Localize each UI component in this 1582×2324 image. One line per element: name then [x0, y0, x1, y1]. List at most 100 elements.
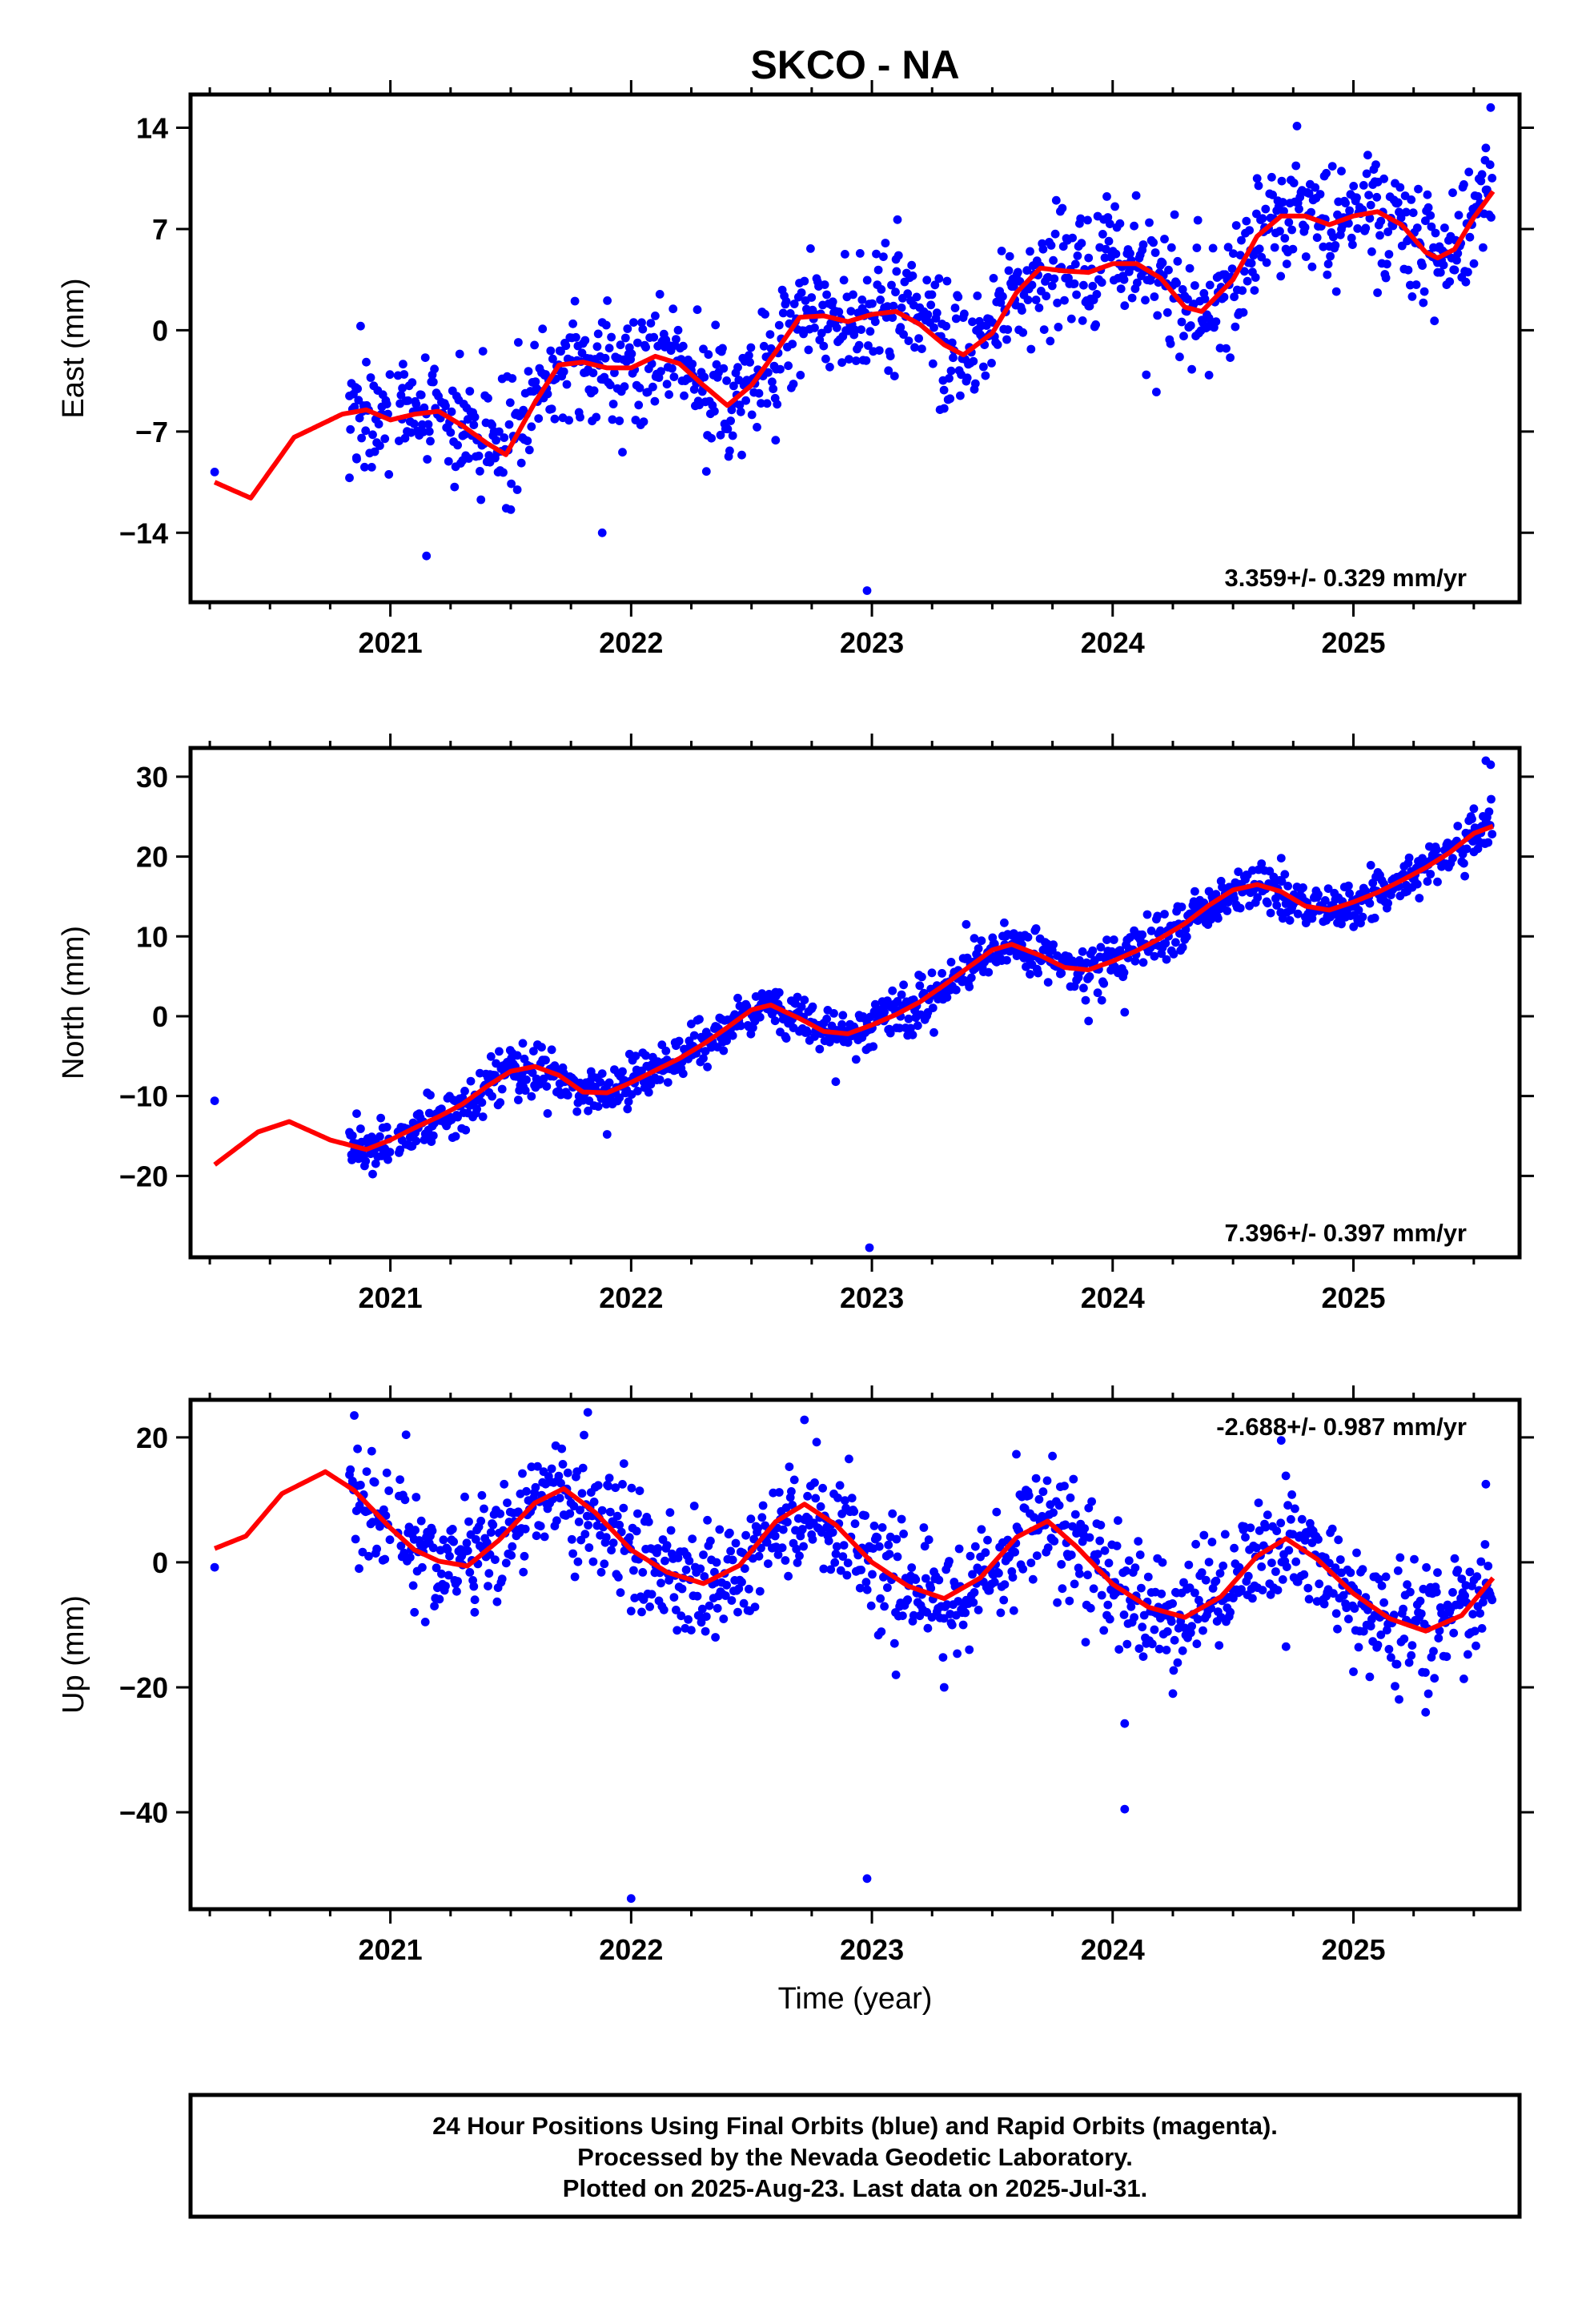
- up-data-point: [1191, 1539, 1200, 1549]
- up-data-point: [615, 1520, 624, 1530]
- east-data-point: [1227, 264, 1237, 273]
- east-data-point: [669, 372, 679, 381]
- north-data-point: [376, 1113, 385, 1123]
- north-data-point: [1182, 932, 1191, 942]
- up-data-point: [1272, 1526, 1282, 1536]
- north-data-point: [1078, 947, 1087, 956]
- north-data-point: [674, 1036, 684, 1046]
- east-data-point: [857, 325, 865, 334]
- east-data-point: [398, 384, 407, 393]
- east-data-point: [1026, 247, 1034, 256]
- east-data-point: [1359, 181, 1368, 190]
- north-data-point: [1153, 911, 1162, 921]
- east-data-point: [1138, 240, 1148, 249]
- north-y-tick-label: 20: [136, 841, 168, 874]
- east-data-point: [444, 456, 453, 466]
- north-plot-area: [210, 756, 1497, 1252]
- north-data-point: [962, 919, 971, 929]
- east-y-tick-label: 14: [136, 112, 168, 145]
- up-data-point: [924, 1535, 934, 1545]
- east-data-point: [712, 360, 721, 369]
- east-data-point: [1179, 332, 1188, 341]
- east-data-point: [1353, 224, 1363, 233]
- north-data-point: [897, 990, 906, 999]
- up-data-point: [673, 1626, 682, 1635]
- north-data-point: [1084, 1016, 1094, 1026]
- east-data-point: [757, 399, 765, 408]
- up-data-point: [1219, 1561, 1228, 1570]
- up-data-point: [624, 1533, 634, 1542]
- north-data-point: [1383, 899, 1392, 908]
- east-data-point: [854, 340, 864, 350]
- north-data-point: [210, 1096, 219, 1105]
- north-data-point: [895, 1023, 904, 1033]
- east-data-point: [1183, 295, 1192, 304]
- up-data-point: [712, 1558, 721, 1567]
- up-data-point: [584, 1543, 594, 1552]
- east-data-point: [592, 412, 601, 422]
- east-data-point: [693, 305, 702, 315]
- up-data-point: [1334, 1535, 1343, 1545]
- east-data-point: [1431, 228, 1440, 238]
- up-y-tick-label: 0: [152, 1546, 168, 1579]
- east-data-point: [556, 347, 565, 356]
- east-data-point: [1349, 182, 1359, 191]
- up-data-point: [405, 1553, 415, 1562]
- north-data-point: [838, 1011, 848, 1020]
- east-data-point: [604, 344, 614, 353]
- east-data-point: [420, 353, 430, 362]
- up-data-point: [476, 1516, 486, 1526]
- up-data-point: [626, 1606, 636, 1616]
- north-data-point: [1119, 968, 1129, 977]
- up-data-point: [842, 1570, 852, 1580]
- east-data-point: [1068, 233, 1077, 243]
- north-data-point: [1049, 940, 1058, 949]
- east-data-point: [1284, 218, 1294, 227]
- up-data-point: [927, 1613, 937, 1622]
- east-data-point: [945, 374, 954, 383]
- east-data-point: [1411, 280, 1421, 289]
- north-data-point: [966, 973, 976, 983]
- up-data-point: [877, 1523, 887, 1532]
- east-data-point: [917, 344, 926, 353]
- up-data-point: [885, 1550, 894, 1558]
- east-data-point: [635, 384, 644, 392]
- north-data-point: [1142, 910, 1152, 919]
- east-data-point: [1262, 258, 1271, 267]
- east-data-point: [352, 454, 361, 464]
- east-data-point: [346, 424, 355, 434]
- east-data-point: [1153, 311, 1162, 320]
- up-data-point: [372, 1544, 381, 1554]
- up-data-point: [469, 1582, 479, 1591]
- up-data-point: [367, 1446, 376, 1456]
- up-data-point: [1315, 1579, 1324, 1589]
- east-data-point: [704, 350, 713, 360]
- north-data-point: [815, 1044, 825, 1054]
- up-data-point: [1199, 1530, 1209, 1540]
- up-data-point: [552, 1516, 561, 1526]
- north-data-point: [1314, 890, 1323, 899]
- east-data-point: [1050, 229, 1060, 239]
- east-data-point: [1312, 233, 1322, 243]
- up-data-point: [966, 1551, 975, 1561]
- up-data-point: [891, 1671, 901, 1679]
- up-data-point: [1248, 1594, 1257, 1603]
- up-data-point: [669, 1593, 679, 1602]
- north-data-point: [1285, 915, 1295, 925]
- up-data-point: [589, 1498, 599, 1506]
- east-data-point: [1454, 211, 1464, 220]
- up-data-point: [983, 1535, 992, 1545]
- north-data-point: [1097, 995, 1106, 1005]
- up-data-point: [1135, 1550, 1145, 1559]
- up-data-point: [412, 1493, 421, 1502]
- north-data-point: [644, 1088, 653, 1097]
- north-data-point: [657, 1040, 667, 1050]
- up-data-point: [1186, 1628, 1195, 1638]
- east-data-point: [865, 327, 875, 336]
- up-data-point: [1344, 1614, 1353, 1624]
- north-data-point: [749, 1023, 757, 1032]
- east-data-point: [771, 436, 781, 445]
- north-data-point: [908, 1030, 917, 1039]
- east-data-point: [832, 323, 841, 332]
